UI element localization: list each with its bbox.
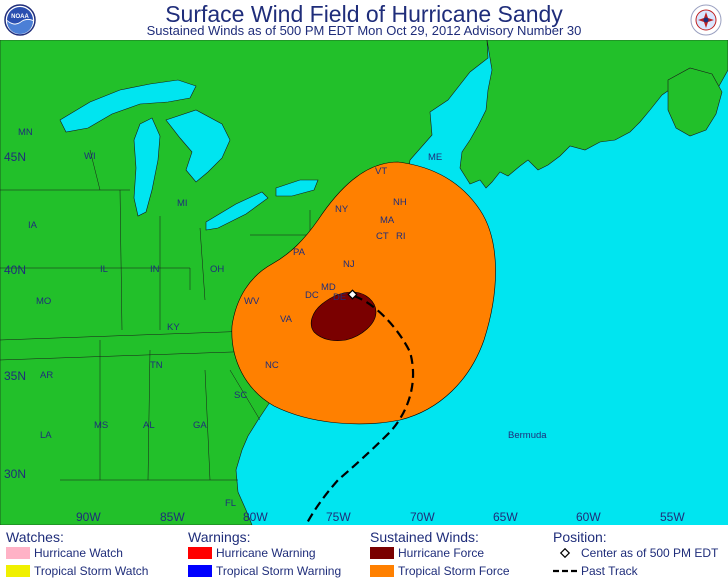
state-label: MI [177, 198, 188, 209]
state-label: WI [84, 151, 96, 162]
page-title: Surface Wind Field of Hurricane Sandy [165, 1, 563, 27]
legend-label: Tropical Storm Force [398, 564, 510, 578]
lon-label: 70W [410, 510, 435, 524]
state-label: MD [321, 282, 336, 293]
state-label: LA [40, 430, 52, 441]
legend-heading-watches: Watches: [6, 529, 64, 545]
past-track-icon [553, 569, 577, 573]
legend-heading-sustained-winds: Sustained Winds: [370, 529, 479, 545]
lon-label: 75W [326, 510, 351, 524]
state-label: DE [333, 292, 346, 303]
legend-label: Hurricane Watch [34, 546, 123, 560]
state-label: MS [94, 420, 108, 431]
lon-label: 80W [243, 510, 268, 524]
legend-heading-position: Position: [553, 529, 607, 545]
state-label: WV [244, 296, 260, 307]
past-track-line [305, 294, 415, 525]
svg-text:NOAA: NOAA [11, 14, 29, 20]
state-label: MN [18, 127, 33, 138]
state-label: NY [335, 204, 349, 215]
state-label: KY [167, 322, 180, 333]
tropical-storm-force-area [231, 161, 496, 425]
bermuda-label: Bermuda [508, 430, 547, 441]
storm-center-marker [347, 289, 358, 300]
nws-logo-icon [690, 4, 722, 36]
lake-ontario [275, 179, 319, 197]
state-label: OH [210, 264, 224, 275]
state-label: PA [293, 247, 306, 258]
lat-label: 40N [4, 263, 26, 277]
state-label: NC [265, 360, 279, 371]
state-label: CT [376, 231, 389, 242]
lon-label: 60W [576, 510, 601, 524]
state-label: SC [234, 390, 247, 401]
state-label: IA [28, 220, 38, 231]
lake-superior [59, 79, 197, 133]
longitude-labels: 90W 85W 80W 75W 70W 65W 60W 55W [76, 510, 685, 524]
state-label: DC [305, 290, 319, 301]
legend: Watches: Hurricane Watch Tropical Storm … [0, 525, 728, 582]
state-label: IN [150, 264, 160, 275]
legend-label: Tropical Storm Warning [216, 564, 342, 578]
lon-label: 55W [660, 510, 685, 524]
legend-label: Hurricane Force [398, 546, 485, 560]
tropical-storm-watch-swatch [6, 565, 30, 577]
tropical-storm-warning-swatch [188, 565, 212, 577]
state-label: NH [393, 197, 407, 208]
newfoundland-land [667, 67, 723, 137]
legend-label: Past Track [581, 564, 638, 578]
lake-erie [205, 191, 269, 231]
legend-label: Center as of 500 PM EDT [581, 546, 719, 560]
legend-label: Hurricane Warning [216, 546, 316, 560]
lat-label: 35N [4, 369, 26, 383]
state-label: GA [193, 420, 207, 431]
state-label: FL [225, 498, 236, 509]
lake-huron [165, 109, 231, 183]
hurricane-watch-swatch [6, 547, 30, 559]
state-label: MO [36, 296, 51, 307]
state-label: RI [396, 231, 406, 242]
state-label: MA [380, 215, 395, 226]
state-label: ME [428, 152, 442, 163]
state-label: VT [375, 166, 387, 177]
legend-heading-warnings: Warnings: [188, 529, 251, 545]
lat-label: 45N [4, 150, 26, 164]
state-label: IL [100, 264, 108, 275]
lat-label: 30N [4, 467, 26, 481]
state-labels: MN WI MI IA IL IN OH PA NY VT NH ME MA C… [18, 127, 442, 509]
page-subtitle: Sustained Winds as of 500 PM EDT Mon Oct… [146, 23, 582, 38]
state-label: AR [40, 370, 53, 381]
state-label: NJ [343, 259, 355, 270]
hurricane-force-area [310, 291, 377, 342]
hurricane-force-swatch [370, 547, 394, 559]
state-label: TN [150, 360, 163, 371]
hurricane-warning-swatch [188, 547, 212, 559]
wind-field-map: 90W 85W 80W 75W 70W 65W 60W 55W 45N 40N … [0, 40, 728, 525]
lake-michigan [133, 117, 161, 217]
state-label: VA [280, 314, 293, 325]
state-label: AL [143, 420, 155, 431]
noaa-logo-icon: NOAA [4, 4, 36, 36]
lon-label: 90W [76, 510, 101, 524]
legend-label: Tropical Storm Watch [34, 564, 149, 578]
lon-label: 65W [493, 510, 518, 524]
lon-label: 85W [160, 510, 185, 524]
header: NOAA Surface Wind Field of Hurricane San… [0, 0, 728, 40]
latitude-labels: 45N 40N 35N 30N [4, 150, 26, 481]
tropical-storm-force-swatch [370, 565, 394, 577]
center-diamond-icon [559, 547, 571, 559]
